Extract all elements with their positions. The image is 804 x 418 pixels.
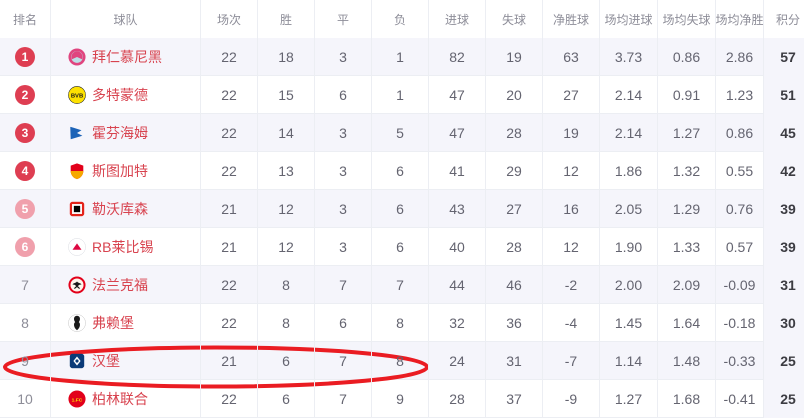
- svg-text:BVB: BVB: [71, 93, 83, 99]
- svg-text:1.FC: 1.FC: [72, 397, 83, 403]
